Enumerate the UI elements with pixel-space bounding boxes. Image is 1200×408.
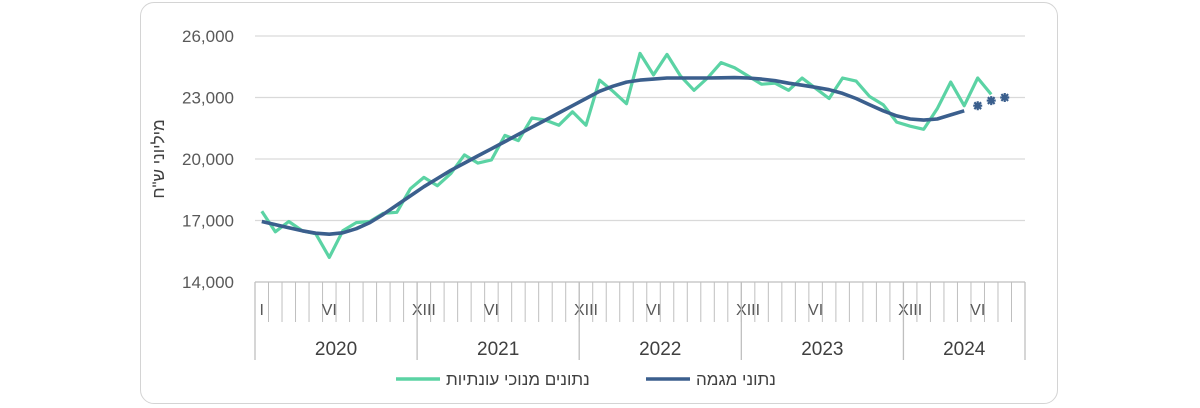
x-year-label: 2020 [315, 339, 357, 360]
x-year-label: 2021 [477, 339, 519, 360]
trend-forecast-marker [973, 101, 983, 111]
trend-forecast-marker [1000, 93, 1010, 102]
x-month-label: VI [322, 302, 337, 319]
legend-label-seasonal: נתונים מנוכי עונתיות [446, 370, 590, 389]
chart-frame [140, 2, 1058, 404]
x-month-label: VI [808, 302, 823, 319]
x-month-label: XIII [412, 302, 436, 319]
x-month-label: XIII [736, 302, 760, 319]
series-line-trend [261, 75, 965, 236]
trend-forecast-marker [986, 96, 996, 106]
x-year-label: 2022 [639, 339, 681, 360]
y-tick-label: 26,000 [182, 27, 234, 46]
y-tick-label: 14,000 [182, 273, 234, 292]
x-month-label: XIII [898, 302, 922, 319]
y-axis-title: מיליוני ש"ח [149, 119, 168, 198]
y-tick-label: 17,000 [182, 212, 234, 231]
x-year-label: 2023 [801, 339, 843, 360]
series-line-seasonal [260, 51, 993, 259]
x-month-label: VI [646, 302, 661, 319]
legend-label-trend: נתוני מגמה [696, 370, 776, 389]
x-month-label: VI [484, 302, 499, 319]
x-month-label: I [260, 302, 264, 319]
x-month-label: VI [970, 302, 985, 319]
x-month-label: XIII [574, 302, 598, 319]
x-year-label: 2024 [943, 339, 986, 360]
y-tick-label: 23,000 [182, 89, 234, 108]
y-tick-label: 20,000 [182, 150, 234, 169]
